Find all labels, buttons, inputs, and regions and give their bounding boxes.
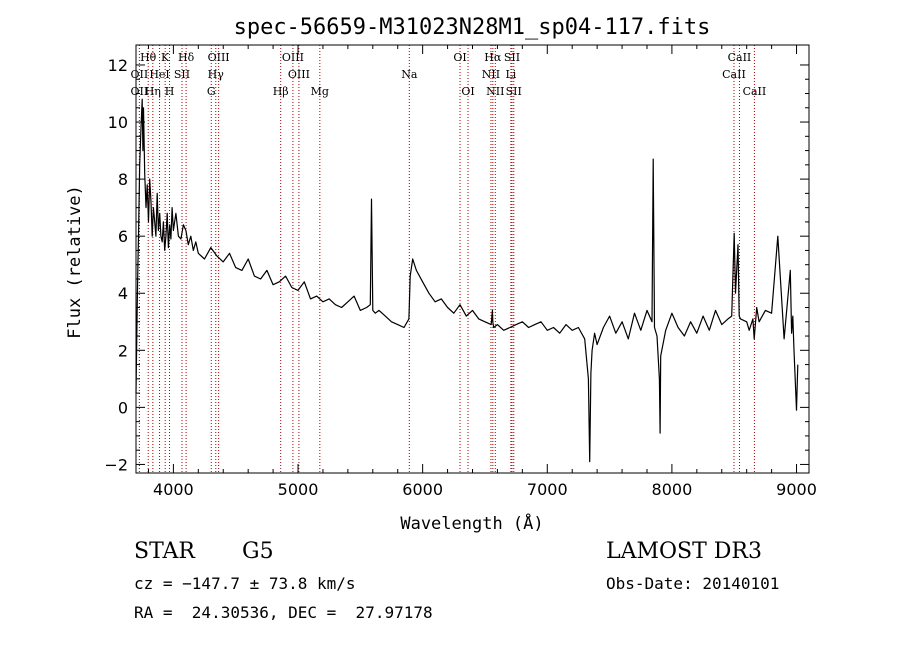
line-marker-label: H — [165, 85, 175, 98]
line-marker-label: NII — [482, 68, 500, 81]
line-marker-label: SII — [504, 51, 520, 64]
line-marker-label: HeI — [149, 68, 169, 81]
object-class: STAR — [134, 539, 195, 564]
line-marker-label: CaII — [722, 68, 746, 81]
line-marker-label: OI — [461, 85, 474, 98]
chart-title: spec-56659-M31023N28M1_sp04-117.fits — [234, 15, 711, 40]
line-marker-label: Hη — [145, 85, 161, 98]
line-marker-label: OII — [131, 85, 149, 98]
y-tick-label: 12 — [108, 56, 128, 75]
object-subclass: G5 — [242, 539, 274, 564]
line-marker-label: G — [207, 85, 216, 98]
y-tick-label: 6 — [118, 227, 128, 246]
line-marker-label: OIII — [288, 68, 310, 81]
line-marker-label: K — [161, 51, 170, 64]
line-marker-label: OI — [453, 51, 466, 64]
y-axis-label: Flux (relative) — [65, 185, 85, 339]
line-marker-label: OIII — [208, 51, 230, 64]
spectrum-series — [135, 98, 799, 463]
line-marker-label: Mg — [311, 85, 329, 98]
line-marker-label: NII — [486, 85, 504, 98]
obs-date-line: Obs-Date: 20140101 — [606, 574, 780, 593]
plot-frame — [135, 44, 810, 474]
y-tick-label: 10 — [108, 113, 128, 132]
line-marker-label: Hα — [484, 51, 502, 64]
line-marker-label: CaII — [743, 85, 767, 98]
x-tick-label: 9000 — [776, 480, 817, 499]
x-tick-label: 5000 — [278, 480, 319, 499]
axes: 4000 5000 6000 7000 8000 9000 −2 0 2 4 6 8 10 12 — [104, 45, 817, 499]
x-tick-label: 6000 — [402, 480, 443, 499]
line-marker-label: Hδ — [178, 51, 195, 64]
y-tick-label: 2 — [118, 341, 128, 360]
y-tick-label: 4 — [118, 284, 128, 303]
line-marker-label: SII — [174, 68, 190, 81]
y-tick-label: 8 — [118, 170, 128, 189]
line-marker-label: Li — [505, 68, 516, 81]
survey-name: LAMOST DR3 — [606, 539, 762, 564]
x-axis-label: Wavelength (Å) — [400, 512, 543, 534]
line-marker-label: Hθ — [140, 51, 157, 64]
line-markers — [138, 45, 755, 473]
x-tick-label: 7000 — [527, 480, 568, 499]
y-tick-label: −2 — [104, 455, 128, 474]
line-marker-label: Hγ — [208, 68, 225, 81]
line-marker-label: CaII — [728, 51, 752, 64]
coordinates-line: RA = 24.30536, DEC = 27.97178 — [134, 603, 433, 622]
redshift-line: cz = −147.7 ± 73.8 km/s — [134, 574, 356, 593]
x-tick-label: 8000 — [652, 480, 693, 499]
y-tick-label: 0 — [118, 398, 128, 417]
x-tick-label: 4000 — [153, 480, 194, 499]
line-marker-label: OIII — [282, 51, 304, 64]
line-marker-label: Hβ — [273, 85, 289, 98]
line-marker-label: SII — [506, 85, 522, 98]
line-marker-label: Na — [401, 68, 418, 81]
line-marker-label: OII — [131, 68, 149, 81]
spectrum-line — [135, 98, 799, 463]
